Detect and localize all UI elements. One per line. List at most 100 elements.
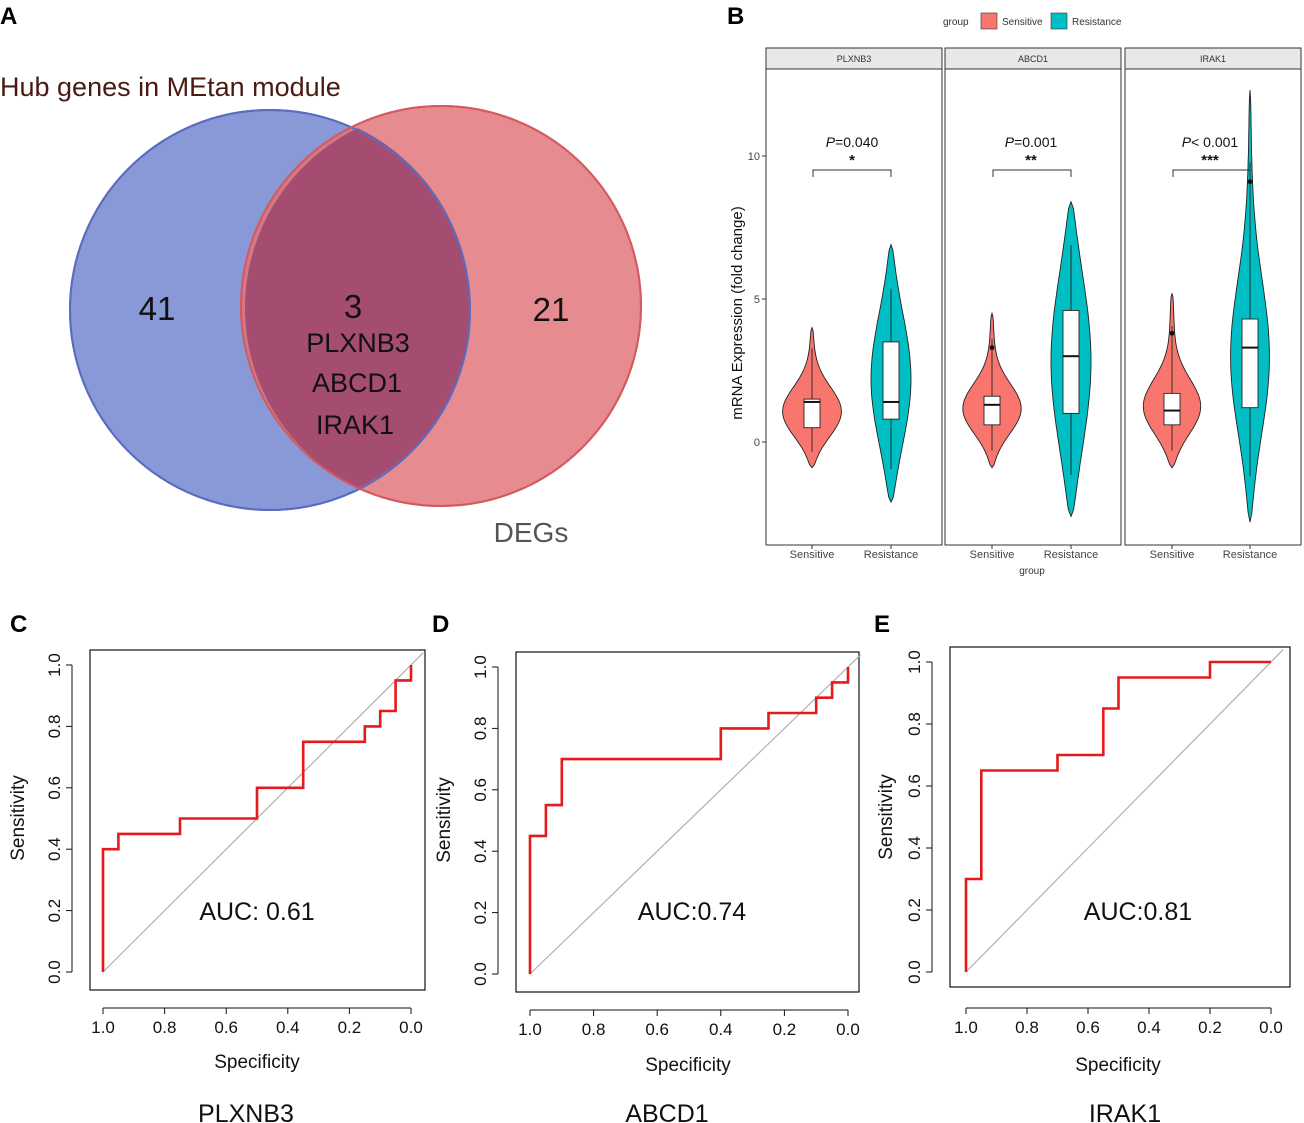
x-tick-label: Sensitive [1150,549,1195,561]
x-tick-label: 0.4 [709,1020,733,1039]
p-value-label: P=0.001 [1005,134,1058,150]
x-tick-label: 0.2 [338,1018,362,1037]
facet-panel-frame [765,68,943,546]
panel-label-a: A [0,3,17,30]
roc-x-axis-label: Specificity [214,1052,300,1073]
boxplot-box [1241,318,1259,409]
roc-gene-title: PLXNB3 [198,1100,294,1123]
y-tick-label: 0.2 [45,899,64,923]
x-tick-label: Resistance [1223,549,1277,561]
roc-gene-title: ABCD1 [625,1100,708,1123]
panel-a: A Hub genes in MEtan module 41 3 21 PLXN… [0,3,642,548]
boxplot-outlier [1169,330,1175,336]
y-tick-label: 0.0 [45,960,64,984]
x-tick-label: Sensitive [970,549,1015,561]
y-tick-label: 5 [754,294,760,306]
y-tick-label: 0.2 [905,898,924,922]
legend-swatch-sensitive [980,12,998,30]
y-tick-label: 1.0 [45,653,64,677]
violin-y-ticks: 0 5 10 [748,151,766,449]
x-tick-label: 0.4 [276,1018,300,1037]
x-tick-label: 0.2 [773,1020,797,1039]
roc-diagonal [102,652,424,973]
facet-panel-frame [944,68,1122,546]
y-tick-label: 1.0 [905,650,924,674]
panel-label-d: D [432,611,449,638]
roc-auc-label: AUC:0.74 [638,898,746,926]
x-tick-label: 0.0 [1259,1018,1283,1037]
boxplot-box [882,341,900,420]
x-tick-label: 0.0 [836,1020,860,1039]
y-tick-label: 0.6 [45,776,64,800]
x-tick-label: Sensitive [790,549,835,561]
roc-frame [949,646,1291,988]
legend-title: group [943,17,969,28]
significance-bracket [1172,169,1251,177]
facet-title: ABCD1 [1018,54,1048,64]
x-tick-label: 0.4 [1137,1018,1161,1037]
x-tick-label: 0.2 [1198,1018,1222,1037]
roc-frame [515,651,860,993]
venn-overlap-region [244,128,471,489]
panel-e: E 1.0 0.8 0.6 0.4 0.2 0.0 0.0 0.2 0.4 0.6 0.8 1.0 A… [874,611,1291,1123]
y-tick-label: 0.2 [471,901,490,925]
x-tick-label: 1.0 [91,1018,115,1037]
legend-label-resistance: Resistance [1072,17,1122,28]
roc-diagonal [529,654,862,975]
p-value-label: P=0.040 [826,134,879,150]
roc-y-axis-label: Sensitivity [8,775,29,861]
significance-stars: ** [1025,152,1037,169]
roc-auc-label: AUC:0.81 [1084,898,1192,926]
panel-label-e: E [874,611,890,638]
panel-c: C 1.0 0.8 0.6 0.4 0.2 0.0 0.0 0.2 0.4 0.6 0.8 1.0 A… [8,611,426,1123]
roc-gene-title: IRAK1 [1089,1100,1161,1123]
facet-irak1: IRAK1 Sensitive Resistance P< 0.001 *** [1124,47,1302,561]
roc-diagonal [965,649,1284,973]
significance-bracket [992,169,1072,177]
panel-b: B group Sensitive Resistance mRNA Expres… [727,3,1302,577]
y-tick-label: 0 [754,437,760,449]
y-tick-label: 0.0 [905,960,924,984]
roc-curve [101,665,413,972]
violin-legend: group Sensitive Resistance [943,12,1122,30]
x-tick-label: Resistance [1044,549,1098,561]
significance-stars: *** [1201,152,1219,169]
facet-panel-frame [1124,68,1302,546]
significance-bracket [812,169,892,177]
panel-d: D 1.0 0.8 0.6 0.4 0.2 0.0 0.0 0.2 0.4 0.6 0.8 1.0 A… [432,611,862,1123]
violin-y-axis-label: mRNA Expression (fold change) [729,206,746,419]
venn-gene-plxnb3: PLXNB3 [306,328,410,358]
y-tick-label: 0.6 [471,778,490,802]
x-tick-label: 0.8 [153,1018,177,1037]
venn-title: Hub genes in MEtan module [0,72,341,102]
venn-degs-label: DEGs [494,517,569,548]
y-tick-label: 10 [748,151,760,163]
significance-stars: * [849,152,855,169]
roc-y-axis-label: Sensitivity [434,777,455,863]
x-tick-label: 0.8 [582,1020,606,1039]
p-value-label: P< 0.001 [1182,134,1239,150]
roc-x-axis-label: Specificity [645,1055,731,1076]
boxplot-outlier [1247,179,1253,185]
x-tick-label: 0.8 [1015,1018,1039,1037]
legend-label-sensitive: Sensitive [1002,17,1043,28]
roc-frame [89,649,426,991]
y-tick-label: 0.8 [45,715,64,739]
venn-gene-irak1: IRAK1 [316,410,394,440]
violin-x-axis-label: group [1019,566,1045,577]
boxplot-box [1062,309,1080,414]
y-tick-label: 0.0 [471,962,490,986]
venn-outline-right [240,105,642,507]
roc-curve [964,660,1271,972]
x-tick-label: Resistance [864,549,918,561]
venn-outline-left [69,109,471,511]
facet-title: IRAK1 [1200,54,1226,64]
boxplot-box [1163,392,1181,426]
y-tick-label: 0.4 [45,837,64,861]
boxplot-box [803,398,821,429]
facet-title: PLXNB3 [837,54,872,64]
x-tick-label: 0.6 [1076,1018,1100,1037]
roc-curve [528,667,850,974]
panel-label-b: B [727,3,744,30]
y-tick-label: 0.6 [905,774,924,798]
